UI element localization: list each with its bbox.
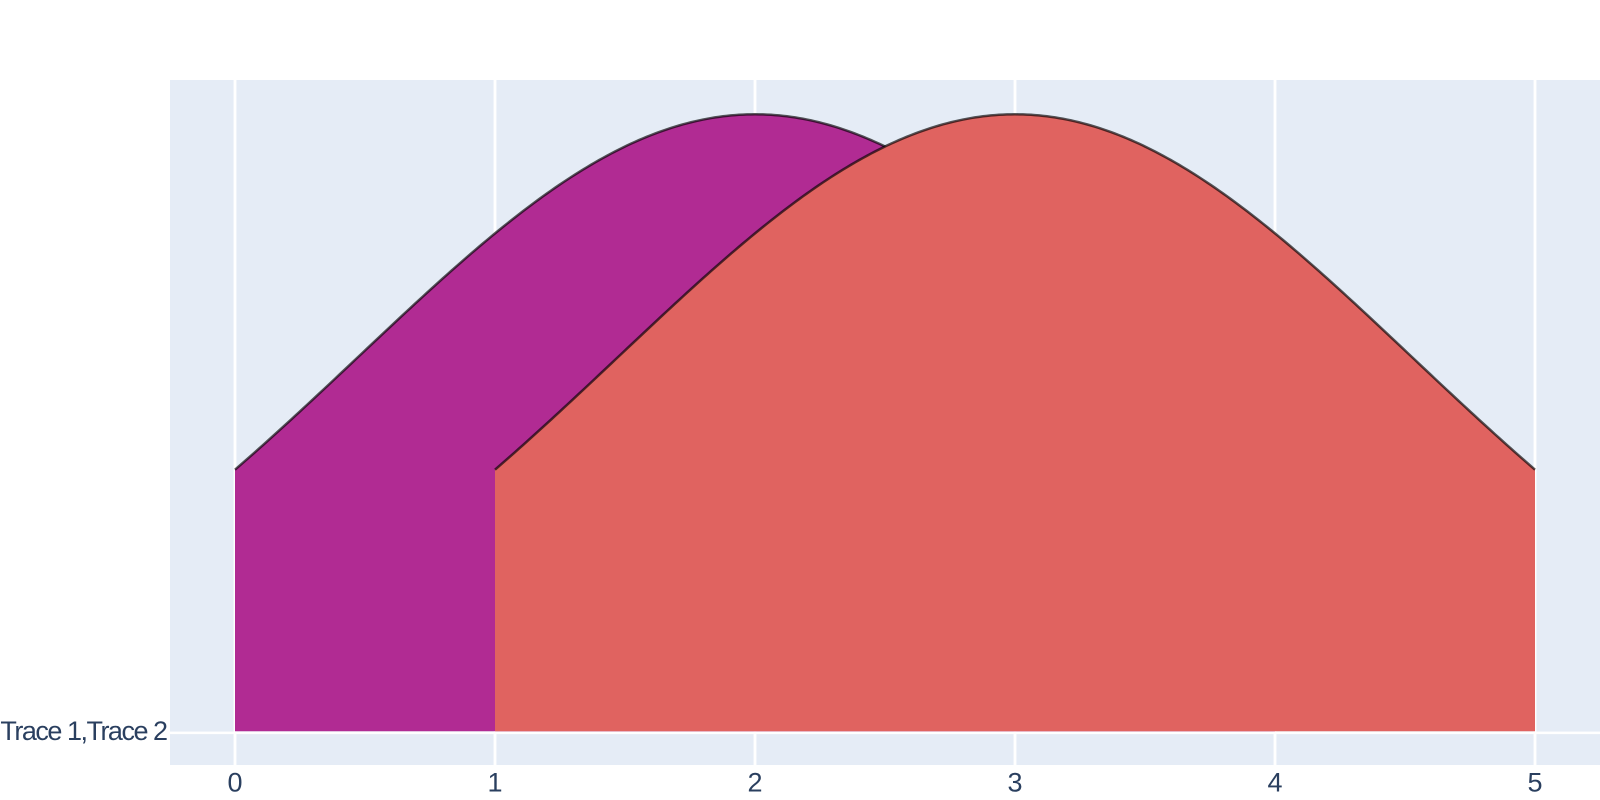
svg-text:4: 4 bbox=[1267, 768, 1282, 798]
svg-text:1: 1 bbox=[487, 768, 502, 798]
svg-text:0: 0 bbox=[227, 768, 242, 798]
svg-text:Trace 1,Trace 2: Trace 1,Trace 2 bbox=[0, 716, 167, 746]
svg-text:2: 2 bbox=[747, 768, 762, 798]
svg-text:5: 5 bbox=[1527, 768, 1542, 798]
svg-text:3: 3 bbox=[1007, 768, 1022, 798]
